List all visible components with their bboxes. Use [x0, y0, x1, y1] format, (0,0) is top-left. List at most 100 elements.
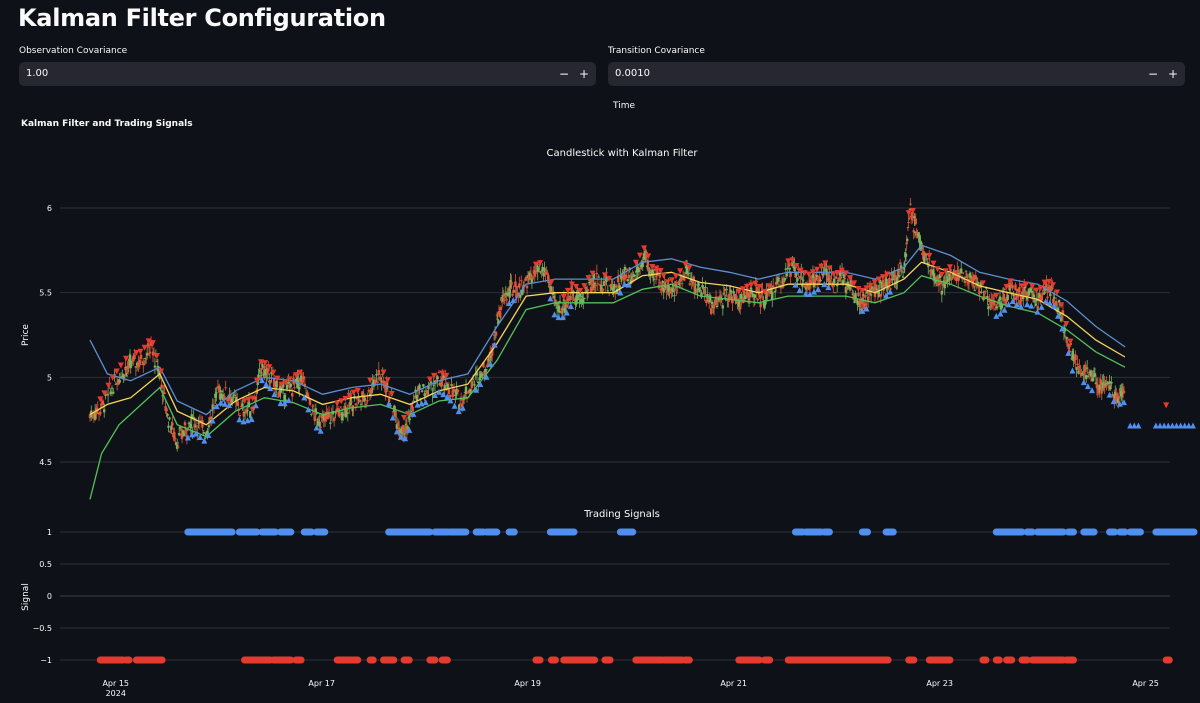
candle-body: [520, 280, 523, 282]
buy-marker: [1157, 422, 1164, 429]
candle-body: [715, 306, 719, 308]
buy-marker: [825, 284, 832, 291]
candle-body: [831, 284, 834, 287]
buy-marker: [1005, 301, 1012, 308]
candle-body: [939, 281, 943, 285]
candle-body: [945, 276, 948, 278]
observation-decrement-button[interactable]: −: [558, 67, 570, 81]
candle-body: [1121, 387, 1125, 392]
candle-body: [997, 299, 1001, 302]
sell-marker: [443, 372, 450, 379]
candle-body: [638, 267, 642, 269]
transition-covariance-input[interactable]: 0.0010 + −: [608, 62, 1185, 86]
candle-body: [284, 399, 287, 401]
date-tick-label: Apr 15: [102, 679, 129, 688]
buy-marker: [209, 417, 216, 424]
candle-body: [881, 279, 884, 282]
signal-point: [122, 656, 133, 664]
candle-body: [502, 294, 506, 296]
candle-body: [190, 414, 193, 420]
candle-body: [375, 374, 378, 376]
candle-body: [481, 374, 484, 376]
candle-body: [278, 391, 281, 397]
candle-body: [527, 274, 531, 281]
buy-marker: [563, 309, 570, 316]
candle-body: [234, 396, 238, 403]
candle-body: [218, 385, 221, 393]
signal-point: [431, 528, 452, 536]
candle-body: [641, 261, 644, 268]
candle-body: [976, 281, 979, 285]
candle-body: [301, 379, 304, 385]
candle-body: [749, 287, 753, 290]
candle-body: [99, 411, 102, 415]
candle-body: [897, 275, 901, 277]
candle-body: [859, 299, 862, 308]
candle-body: [246, 409, 249, 411]
candle-body: [1077, 370, 1080, 374]
sell-marker: [739, 286, 746, 293]
candle-body: [1061, 310, 1065, 315]
candle-body: [505, 299, 508, 301]
candle-body: [823, 269, 826, 271]
candle-body: [1048, 286, 1051, 290]
candle-body: [422, 384, 425, 387]
buy-marker: [436, 388, 443, 395]
candle-body: [582, 298, 585, 304]
candle-body: [570, 285, 573, 293]
candle-body: [293, 387, 296, 389]
observation-covariance-input[interactable]: 1.00 + −: [19, 62, 596, 86]
candle-body: [155, 360, 159, 362]
candle-body: [696, 288, 699, 291]
candle-body: [611, 287, 614, 290]
kalman-line-kalman-lower: [89, 274, 1126, 500]
candle-body: [1022, 296, 1025, 299]
candle-body: [377, 370, 380, 376]
candle-body: [236, 399, 239, 406]
candle-body: [477, 381, 480, 384]
signal-point: [992, 656, 1003, 664]
candle-body: [786, 267, 789, 269]
candle-body: [693, 285, 696, 294]
signal-point: [601, 656, 614, 664]
candle-body: [146, 342, 150, 347]
observation-covariance-label: Observation Covariance: [19, 46, 128, 56]
date-tick-label: Apr 17: [308, 679, 335, 688]
candle-body: [212, 405, 216, 407]
candle-body: [869, 294, 873, 296]
observation-increment-button[interactable]: +: [578, 67, 590, 81]
signal-point: [547, 656, 559, 664]
candle-body: [97, 412, 101, 415]
candle-body: [428, 382, 432, 384]
signal-point: [632, 656, 666, 664]
signal-point: [96, 656, 127, 664]
candle-body: [588, 282, 592, 284]
candle-body: [314, 408, 318, 412]
candle-body: [913, 231, 917, 233]
transition-increment-button[interactable]: +: [1167, 67, 1179, 81]
signal-point: [546, 528, 578, 536]
candle-body: [760, 291, 763, 295]
candle-body: [1049, 293, 1052, 296]
sell-marker: [1163, 402, 1170, 409]
candle-body: [926, 262, 929, 265]
buy-marker: [1181, 422, 1188, 429]
candle-body: [907, 222, 910, 224]
candle-body: [519, 294, 522, 298]
sell-marker: [149, 340, 156, 347]
transition-decrement-button[interactable]: −: [1147, 67, 1159, 81]
buy-marker: [1110, 398, 1117, 405]
buy-marker: [236, 416, 243, 423]
candle-body: [729, 289, 732, 293]
candle-body: [166, 413, 169, 416]
candle-body: [699, 287, 702, 289]
sell-marker: [863, 285, 870, 292]
signal-axis-label: Signal: [21, 583, 31, 611]
candle-body: [686, 274, 690, 276]
candle-body: [110, 387, 114, 389]
signal-tick-label: 0: [47, 592, 52, 601]
candle-body: [918, 236, 921, 244]
candle-body: [536, 267, 539, 273]
candle-body: [878, 279, 882, 284]
